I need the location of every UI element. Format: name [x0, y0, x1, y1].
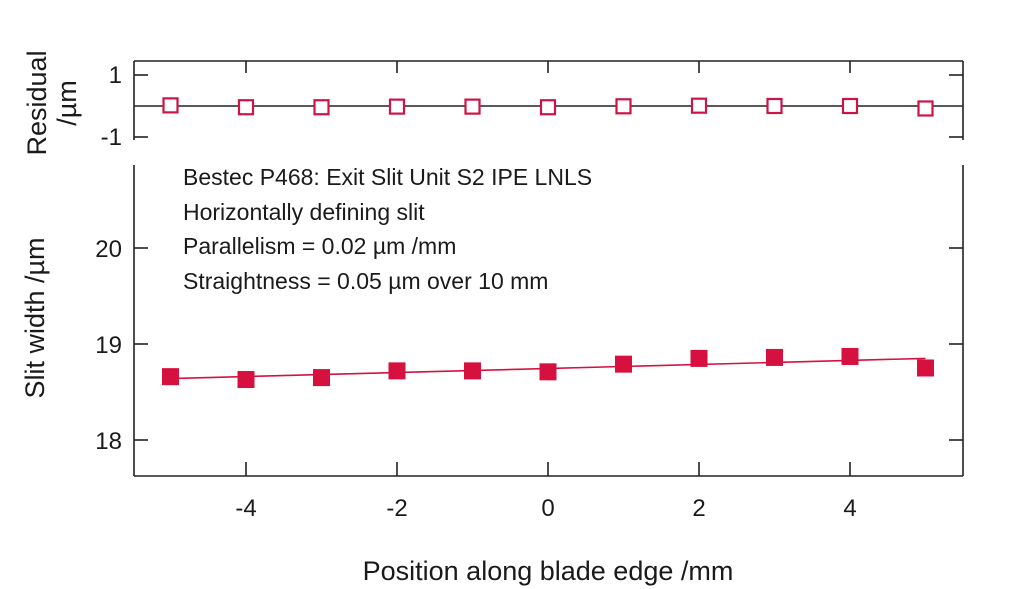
residual-point: [162, 97, 179, 114]
data-point: [917, 359, 934, 377]
main-ytick-label: 19: [95, 332, 122, 359]
residual-point: [841, 97, 859, 115]
main-ytick-label: 18: [95, 428, 122, 455]
data-point: [388, 362, 406, 380]
residual-ylabel-line1: Residual: [22, 50, 52, 155]
residual-point: [237, 99, 255, 116]
residual-point: [313, 99, 330, 116]
residual-point: [766, 97, 783, 115]
residual-ticks: 1 -1: [101, 61, 963, 151]
data-point: [539, 363, 557, 381]
data-point: [464, 362, 481, 380]
main-ticks: 18 19 20 -4 -2 0 2 4: [95, 236, 963, 522]
main-ytick-label: 20: [95, 236, 122, 263]
main-xtick-label: -2: [386, 495, 407, 522]
data-point: [615, 355, 632, 373]
main-panel: 18 19 20 -4 -2 0 2 4 Bestec P468: Exit Slit Uni…: [20, 164, 964, 586]
data-point: [690, 349, 708, 367]
main-xlabel: Position along blade edge /mm: [363, 556, 734, 586]
main-xtick-label: 4: [843, 495, 856, 522]
residual-panel: 1 -1 Residual /µm: [22, 50, 964, 156]
residual-point: [388, 98, 406, 115]
main-xtick-label: 2: [692, 495, 705, 522]
residual-point: [917, 100, 934, 117]
residual-point: [464, 98, 481, 115]
residual-point: [690, 97, 708, 114]
residual-point: [615, 98, 632, 115]
data-point: [766, 348, 783, 366]
residual-ytick-label: -1: [101, 124, 122, 151]
main-points: [162, 347, 934, 389]
residual-ylabel-line2: /µm: [52, 80, 82, 126]
data-point: [841, 347, 859, 365]
residual-ytick-label: 1: [109, 62, 122, 89]
annotation-line-2: Horizontally defining slit: [183, 199, 425, 225]
residual-point: [539, 99, 557, 116]
data-point: [313, 369, 330, 387]
main-xtick-label: -4: [235, 495, 256, 522]
main-ylabel: Slit width /µm: [20, 237, 50, 398]
data-point: [162, 368, 179, 386]
data-point: [237, 371, 255, 389]
annotation-line-4: Straightness = 0.05 µm over 10 mm: [183, 268, 548, 294]
annotation-line-1: Bestec P468: Exit Slit Unit S2 IPE LNLS: [183, 164, 592, 190]
main-xtick-label: 0: [541, 495, 554, 522]
annotation-line-3: Parallelism = 0.02 µm /mm: [183, 233, 456, 259]
residual-points: [162, 97, 934, 117]
